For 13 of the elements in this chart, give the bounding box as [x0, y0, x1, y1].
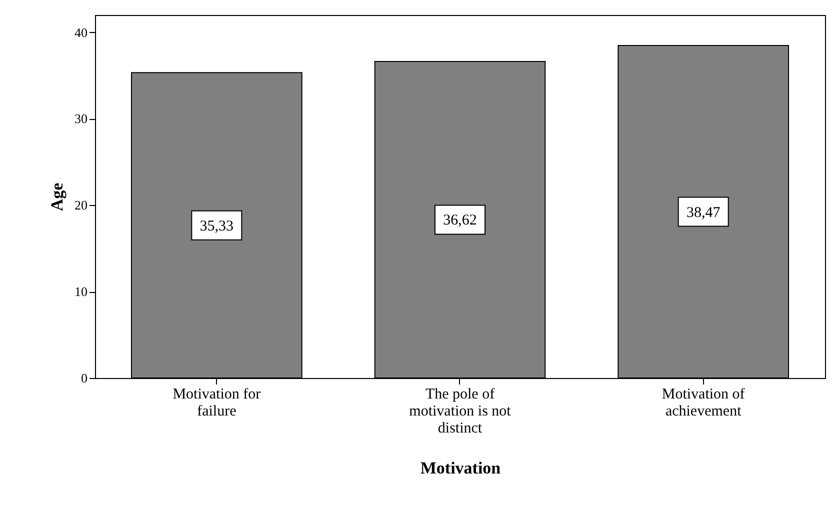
y-tick-label: 40 [74, 24, 88, 40]
x-axis-title: Motivation [420, 458, 502, 478]
y-axis-title: Age [48, 182, 66, 212]
y-tick-label: 30 [74, 111, 88, 126]
data-label: 35,33 [200, 218, 234, 234]
y-tick-label: 10 [74, 284, 88, 300]
y-tick-label: 20 [74, 198, 88, 213]
y-tick-label: 0 [81, 370, 88, 386]
data-label: 36,62 [443, 212, 477, 229]
data-label: 38,47 [686, 204, 721, 221]
x-tick-label: Motivation of achievement [662, 386, 745, 420]
x-tick-label: The pole of motivation is not distinct [409, 386, 512, 436]
x-tick-label: Motivation for failure [172, 386, 261, 420]
